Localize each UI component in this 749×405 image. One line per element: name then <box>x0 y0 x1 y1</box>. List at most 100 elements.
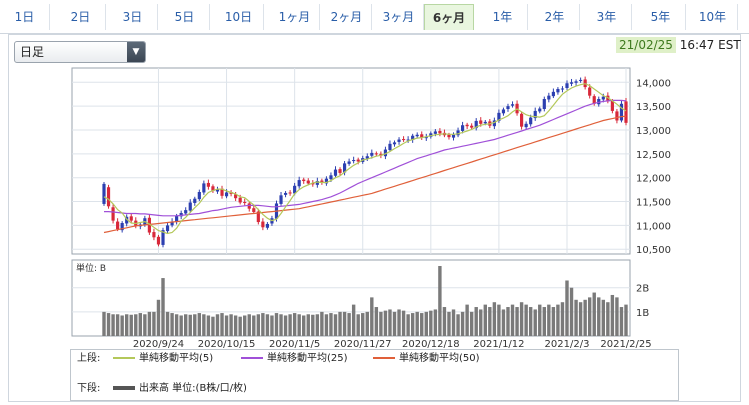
volume-bar <box>193 314 197 336</box>
tab-0[interactable]: 1日 <box>0 4 50 30</box>
candle-body <box>261 221 265 228</box>
candle-body <box>152 232 156 238</box>
volume-bar <box>528 307 533 336</box>
tab-11[interactable]: 3年 <box>582 4 632 30</box>
candle-body <box>560 88 565 90</box>
volume-bar <box>270 315 274 336</box>
volume-bar <box>538 304 542 336</box>
volume-bar <box>129 314 133 336</box>
candle-body <box>211 186 215 192</box>
candle-body <box>579 79 583 81</box>
candle-body <box>333 169 338 176</box>
tab-10[interactable]: 2年 <box>530 4 580 30</box>
volume-bar <box>302 315 306 336</box>
volume-bar <box>256 314 261 336</box>
tab-6[interactable]: 2ヶ月 <box>322 4 372 30</box>
candle-body <box>447 134 451 138</box>
volume-bar <box>261 313 265 336</box>
tab-2[interactable]: 3日 <box>108 4 158 30</box>
candle-body <box>293 185 297 194</box>
volume-bar <box>560 302 565 336</box>
volume-bar <box>624 304 628 336</box>
price-tick-label: 11,500 <box>636 198 671 209</box>
candle-body <box>220 188 224 196</box>
candle-body <box>238 197 242 203</box>
price-tick-label: 13,000 <box>636 126 671 137</box>
volume-bar <box>456 314 460 336</box>
tab-7[interactable]: 3ヶ月 <box>374 4 424 30</box>
volume-bar <box>574 299 578 336</box>
volume-bar <box>592 292 596 336</box>
price-tick-label: 14,000 <box>636 78 671 89</box>
tab-3[interactable]: 5日 <box>160 4 210 30</box>
volume-bar <box>120 315 124 336</box>
date-tick-label: 2021/2/3 <box>545 339 590 350</box>
candle-body <box>542 99 546 110</box>
date-tick-label: 2021/1/12 <box>473 339 524 350</box>
volume-bar <box>433 309 438 336</box>
volume-bar <box>224 315 229 336</box>
tab-1[interactable]: 2日 <box>56 4 106 30</box>
tab-13[interactable]: 10年 <box>688 4 738 30</box>
volume-bar <box>556 304 560 336</box>
legend-lower-label: 下段: <box>77 383 101 394</box>
candle-body <box>283 192 288 195</box>
tab-12[interactable]: 5年 <box>636 4 686 30</box>
date-tick-label: 2020/11/5 <box>269 339 320 350</box>
candle-body <box>165 225 170 232</box>
legend-sma25-label: 単純移動平均(25) <box>267 353 348 364</box>
candle-body <box>311 182 315 185</box>
candle-body <box>388 143 392 151</box>
price-tick-label: 13,500 <box>636 102 671 113</box>
candle-body <box>197 192 201 200</box>
candle-body <box>342 163 347 173</box>
sma25-line <box>104 99 627 217</box>
volume-bar <box>519 302 524 336</box>
volume-tick-label: 1B <box>636 308 649 319</box>
volume-bar <box>134 314 138 336</box>
candle-body <box>224 192 229 197</box>
volume-bar <box>406 314 410 336</box>
volume-bar <box>388 309 392 336</box>
tab-4[interactable]: 10日 <box>214 4 264 30</box>
candle-body <box>306 180 310 184</box>
volume-bar <box>188 314 192 336</box>
volume-bar <box>606 302 610 336</box>
candle-body <box>619 103 624 121</box>
volume-bar <box>497 304 501 336</box>
candle-body <box>247 203 251 209</box>
volume-bar <box>347 313 351 336</box>
candle-body <box>547 95 551 100</box>
candle-body <box>492 120 496 127</box>
legend-volume-swatch <box>113 386 135 390</box>
candle-body <box>234 194 238 199</box>
candle-body <box>465 124 469 127</box>
volume-bar <box>306 314 310 336</box>
tab-5[interactable]: 1ヶ月 <box>270 4 320 30</box>
legend-volume-label: 出来高 単位:(B株/口/枚) <box>139 383 247 394</box>
candle-body <box>202 183 206 193</box>
candle-body <box>288 192 292 194</box>
candle-body <box>125 216 129 224</box>
interval-select[interactable]: 日足 ▼ <box>14 41 146 63</box>
price-plot-frame <box>71 67 631 255</box>
volume-bar <box>469 311 474 336</box>
price-tick-label: 12,500 <box>636 150 671 161</box>
tab-8[interactable]: 6ヶ月 <box>424 4 474 30</box>
volume-bar <box>111 314 115 336</box>
legend-sma50: 単純移動平均(50) <box>373 351 480 367</box>
candle-body <box>615 111 619 121</box>
volume-bar <box>165 311 170 336</box>
candle-body <box>624 101 628 123</box>
tab-9[interactable]: 1年 <box>478 4 528 30</box>
sma5-line <box>103 83 627 235</box>
volume-bar <box>138 313 143 336</box>
candle-body <box>392 142 397 145</box>
volume-bar <box>211 316 215 336</box>
dropdown-arrow-icon: ▼ <box>127 42 145 62</box>
candle-body <box>556 88 560 93</box>
candle-body <box>170 221 174 226</box>
candle-body <box>297 180 301 187</box>
price-tick-label: 11,000 <box>636 221 671 232</box>
volume-bar <box>619 307 624 336</box>
